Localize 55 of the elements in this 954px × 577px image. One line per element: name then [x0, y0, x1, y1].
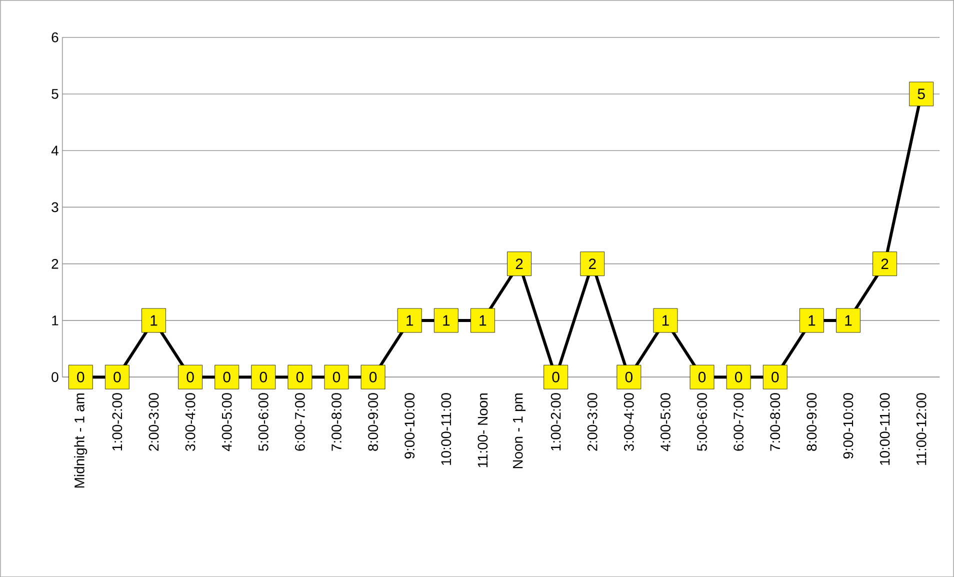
x-tick-label: 1:00-2:00 [550, 392, 561, 450]
x-tick-label: 7:00-8:00 [770, 392, 780, 451]
y-tick-label: 0 [52, 372, 58, 382]
data-label: 1 [480, 315, 486, 326]
y-tick-label: 6 [52, 32, 58, 42]
x-tick-label: 3:00-4:00 [624, 392, 634, 451]
data-label: 1 [150, 315, 158, 326]
data-label: 1 [808, 315, 816, 326]
data-label: 0 [114, 372, 121, 382]
data-label: 0 [552, 372, 560, 382]
y-tick-label: 4 [51, 146, 58, 156]
x-tick-label: 4:00-5:00 [660, 392, 670, 452]
y-tick-label: 3 [52, 202, 58, 212]
x-tick-label: 5:00-6:00 [258, 392, 268, 451]
x-tick-label: 2:00-3:00 [148, 392, 159, 451]
y-tick-label: 5 [52, 88, 58, 99]
x-tick-label: Noon - 1 pm [513, 393, 526, 468]
x-tick-label: 9:00-10:00 [843, 392, 854, 458]
x-tick-label: 2:00-3:00 [587, 392, 598, 451]
data-label: 0 [772, 372, 779, 382]
x-tick-label: 11:00-12:00 [916, 392, 926, 465]
y-tick-label: 2 [52, 258, 58, 269]
data-label: 2 [516, 258, 523, 269]
data-label: 0 [77, 372, 84, 382]
data-label: 0 [369, 372, 377, 382]
x-tick-label: 6:00-7:00 [734, 392, 744, 451]
data-label: 2 [881, 258, 888, 269]
data-label: 0 [332, 372, 340, 382]
x-tick-label: 3:00-4:00 [185, 392, 196, 451]
data-label: 1 [443, 315, 450, 326]
x-tick-label: 5:00-6:00 [697, 392, 707, 451]
data-label: 1 [662, 315, 669, 326]
data-label: 0 [296, 372, 304, 382]
x-tick-label: 7:00-8:00 [332, 392, 342, 451]
x-tick-label: 8:00-9:00 [368, 392, 378, 451]
x-tick-label: Midnight - 1 am [74, 393, 88, 488]
x-tick-label: 10:00-11:00 [880, 392, 890, 465]
data-label: 1 [406, 315, 414, 326]
data-label: 5 [918, 88, 925, 100]
data-label: 0 [260, 372, 267, 382]
data-label: 0 [625, 372, 632, 382]
y-tick-label: 1 [52, 316, 58, 326]
x-tick-label: 10:00-11:00 [441, 392, 452, 465]
data-label: 0 [186, 372, 194, 382]
x-tick-label: 9:00-10:00 [404, 392, 415, 458]
x-tick-label: 4:00-5:00 [222, 392, 232, 452]
data-label: 0 [735, 372, 742, 382]
x-tick-label: 1:00-2:00 [112, 392, 122, 450]
data-label: 2 [588, 258, 596, 269]
data-label: 0 [223, 372, 230, 382]
x-tick-label: 8:00-9:00 [806, 392, 817, 451]
data-label: 0 [698, 372, 706, 382]
x-tick-label: 6:00-7:00 [295, 392, 305, 451]
data-label: 1 [845, 315, 852, 326]
x-tick-label: 11:00- Noon [478, 393, 488, 468]
